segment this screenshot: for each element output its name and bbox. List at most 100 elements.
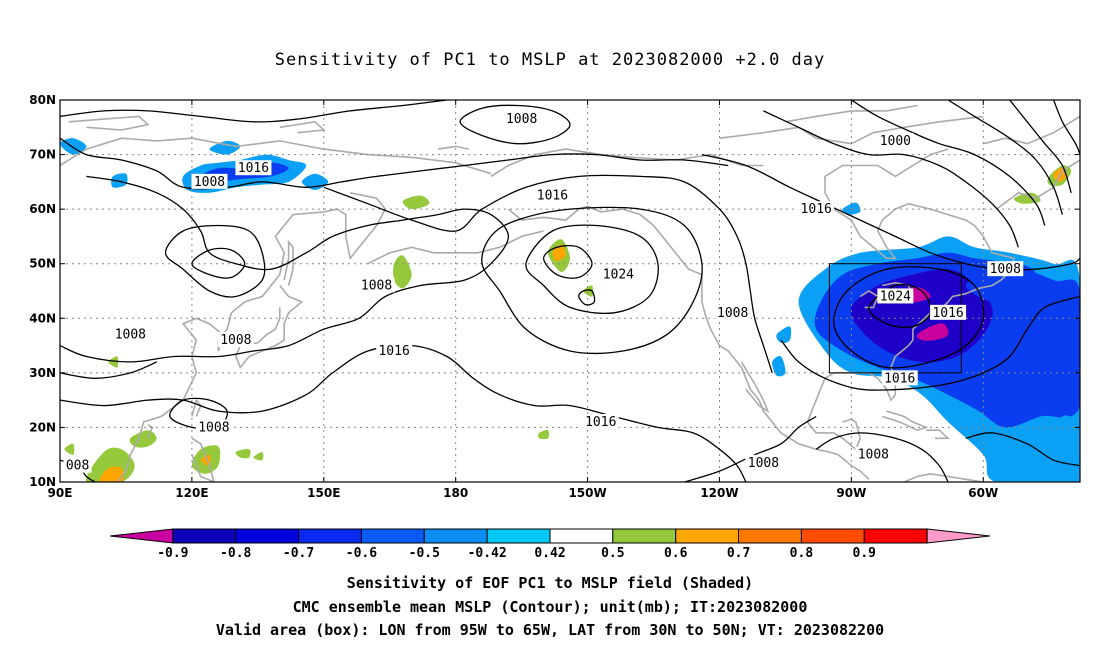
isobar-24 xyxy=(60,361,157,379)
colorbar-label-4: -0.5 xyxy=(409,546,440,561)
contour-label-0: 1008 xyxy=(506,112,537,127)
contour-label-bg-18 xyxy=(745,454,782,470)
contour-label-18: 1008 xyxy=(748,456,779,471)
colorbar-seg-1 xyxy=(172,528,237,544)
colorbar-seg-4 xyxy=(360,528,425,544)
isobar-1 xyxy=(60,137,729,190)
shade-patch-21 xyxy=(538,429,550,440)
lat-label-60N: 60N xyxy=(29,202,56,216)
contour-label-bg-2 xyxy=(191,173,228,189)
longitude-labels: 90E 120E 150E 180 150W 120W 90W 60W xyxy=(48,486,999,500)
lat-label-50N: 50N xyxy=(29,257,56,271)
shade-patch-20 xyxy=(583,285,594,297)
isobar-9 xyxy=(542,244,593,279)
lon-label-90W: 90W xyxy=(836,486,866,500)
isobar-5 xyxy=(164,224,266,298)
contour-label-3: 1000 xyxy=(880,134,911,149)
shade-patch-16 xyxy=(393,255,412,289)
contour-label-bg-8 xyxy=(376,343,413,359)
shade-patch-17 xyxy=(402,195,430,210)
contour-label-10: 1024 xyxy=(880,289,911,304)
contour-label-2: 1008 xyxy=(194,175,225,190)
lat-label-30N: 30N xyxy=(29,366,56,380)
lon-label-180: 180 xyxy=(443,486,468,500)
coastline-2 xyxy=(279,120,326,134)
contour-label-12: 1008 xyxy=(717,306,748,321)
coastlines xyxy=(60,104,1080,482)
lon-label-150W: 150W xyxy=(568,486,606,500)
contour-label-17: 1008 xyxy=(198,420,229,435)
coastline-18 xyxy=(903,472,1001,482)
contour-label-bg-7 xyxy=(358,277,395,293)
isobar-6 xyxy=(60,344,747,482)
colorbar-arrow-left xyxy=(109,528,174,544)
isobar-25 xyxy=(169,397,229,430)
shade-patch-33 xyxy=(64,443,75,455)
shade-patch-30 xyxy=(235,449,251,459)
isobar-20 xyxy=(780,295,1080,391)
coastline-12 xyxy=(740,361,770,414)
contour-label-bg-9 xyxy=(987,261,1024,277)
contour-label-15: 1016 xyxy=(884,371,915,386)
coastline-11 xyxy=(507,205,870,480)
colorbar-label-8: 0.6 xyxy=(664,546,688,561)
colorbar-seg-9 xyxy=(675,528,740,544)
caption-valid-area: Valid area (box): LON from 95W to 65W, L… xyxy=(215,621,885,639)
contour-label-5: 1016 xyxy=(801,202,832,217)
colorbar-seg-7 xyxy=(549,528,614,544)
colorbar-label-5: -0.42 xyxy=(468,546,507,561)
colorbar-label-1: -0.8 xyxy=(220,546,251,561)
colorbar-label-2: -0.7 xyxy=(283,546,314,561)
coastline-16 xyxy=(881,410,929,432)
latitude-labels: 80N 70N 60N 50N 40N 30N 20N 10N xyxy=(29,93,56,489)
isobar-15 xyxy=(947,100,1064,215)
shade-patch-26 xyxy=(99,466,124,482)
colorbar-seg-6 xyxy=(486,528,551,544)
colorbar-label-0: -0.9 xyxy=(157,546,188,561)
lat-label-80N: 80N xyxy=(29,93,56,107)
colorbar-label-6: 0.42 xyxy=(534,546,565,561)
isobar-0 xyxy=(459,104,571,145)
lat-label-10N: 10N xyxy=(29,475,56,489)
contour-label-bg-20 xyxy=(63,457,92,473)
contour-label-bg-16 xyxy=(582,413,619,429)
coastline-5 xyxy=(283,239,294,286)
colorbar-label-9: 0.7 xyxy=(727,546,750,561)
caption-contour: CMC ensemble mean MSLP (Contour); unit(m… xyxy=(292,598,808,616)
isobar-14 xyxy=(851,100,1046,226)
shade-patch-27 xyxy=(129,430,157,448)
colorbar-seg-2 xyxy=(235,528,300,544)
contour-label-13: 1008 xyxy=(115,328,146,343)
isobar-21 xyxy=(815,432,949,482)
contour-label-11: 1016 xyxy=(932,306,963,321)
contour-label-9: 1008 xyxy=(990,262,1021,277)
contour-label-1: 1016 xyxy=(238,161,269,176)
plot-frame xyxy=(59,99,1081,483)
contour-label-bg-12 xyxy=(714,304,751,320)
isobar-13 xyxy=(763,110,1020,248)
coastline-17 xyxy=(926,429,951,440)
isobar-12 xyxy=(701,153,1080,271)
contour-label-bg-10 xyxy=(877,288,914,304)
isobar-18 xyxy=(833,266,985,369)
coastline-19 xyxy=(996,159,1080,210)
isobar-2 xyxy=(60,100,447,123)
contour-label-bg-14 xyxy=(217,332,254,348)
contour-label-bg-1 xyxy=(235,160,272,176)
lon-label-60W: 60W xyxy=(968,486,998,500)
contour-label-16: 1016 xyxy=(585,415,616,430)
colorbar-label-10: 0.8 xyxy=(790,546,814,561)
colorbar-seg-12 xyxy=(863,528,928,544)
colorbar xyxy=(109,528,991,544)
colorbar-labels: -0.9 -0.8 -0.7 -0.6 -0.5 -0.42 0.42 0.5 0.6 0.7 0.… xyxy=(157,546,876,561)
isobar-16 xyxy=(1009,100,1072,194)
coastline-22 xyxy=(785,104,918,123)
colorbar-seg-11 xyxy=(800,528,865,544)
colorbar-seg-10 xyxy=(738,528,802,544)
isobar-3 xyxy=(60,175,510,363)
contour-label-7: 1008 xyxy=(361,279,392,294)
map-title: Sensitivity of PC1 to MSLP at 2023082000… xyxy=(274,50,826,70)
shade-patch-15 xyxy=(772,356,786,377)
shade-patch-6 xyxy=(916,323,949,341)
contour-labels: 1008 1016 1008 1000 1016 1016 1024 1008 1016 1008… xyxy=(63,111,1024,474)
